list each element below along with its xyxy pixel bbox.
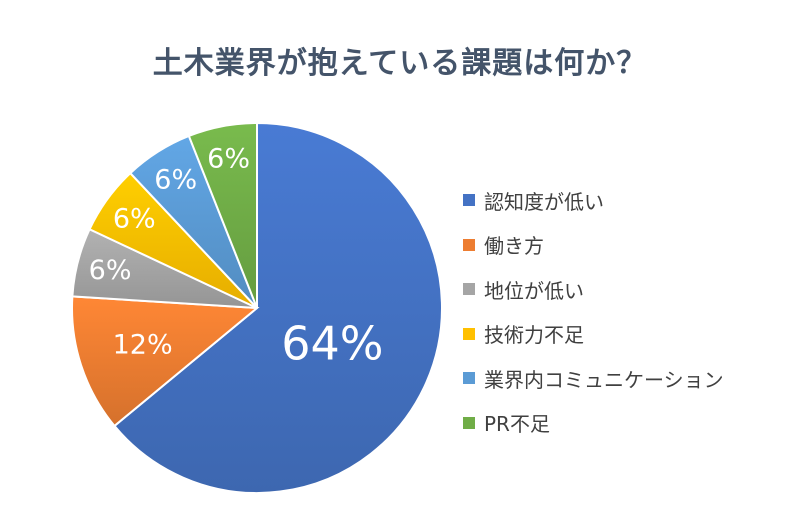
data-label: 6% bbox=[207, 143, 250, 174]
legend-label: 技術力不足 bbox=[484, 323, 584, 348]
legend-item: 業界内コミュニケーション bbox=[463, 356, 724, 401]
legend-label: 地位が低い bbox=[484, 278, 584, 303]
data-label: 64% bbox=[281, 316, 383, 370]
chart-legend: 認知度が低い 働き方地位が低い技術力不足業界内コミュニケーション PR不足 bbox=[463, 178, 724, 445]
legend-swatch bbox=[463, 194, 475, 207]
legend-item: 働き方 bbox=[463, 223, 724, 268]
pie-slice bbox=[113, 121, 443, 494]
legend-swatch bbox=[463, 283, 475, 296]
data-label: 6% bbox=[154, 164, 197, 195]
legend-label: 認知度が低い bbox=[484, 189, 604, 214]
data-label: 12% bbox=[113, 330, 173, 361]
legend-item: PR不足 bbox=[463, 401, 724, 446]
legend-swatch bbox=[463, 372, 475, 385]
pie-slice bbox=[187, 121, 258, 309]
pie-slice bbox=[71, 295, 260, 428]
chart-title: 土木業界が抱えている課題は何か？ bbox=[152, 46, 648, 81]
legend-item: 認知度が低い bbox=[463, 178, 724, 223]
legend-swatch bbox=[463, 238, 475, 251]
legend-swatch bbox=[463, 327, 475, 340]
legend-item: 地位が低い bbox=[463, 267, 724, 312]
data-label: 6% bbox=[89, 255, 132, 286]
legend-label: PR不足 bbox=[484, 412, 550, 437]
legend-label: 働き方 bbox=[484, 234, 544, 259]
legend-label: 業界内コミュニケーション bbox=[484, 367, 724, 392]
data-label: 6% bbox=[113, 203, 156, 234]
legend-swatch bbox=[463, 416, 475, 429]
legend-item: 技術力不足 bbox=[463, 312, 724, 357]
